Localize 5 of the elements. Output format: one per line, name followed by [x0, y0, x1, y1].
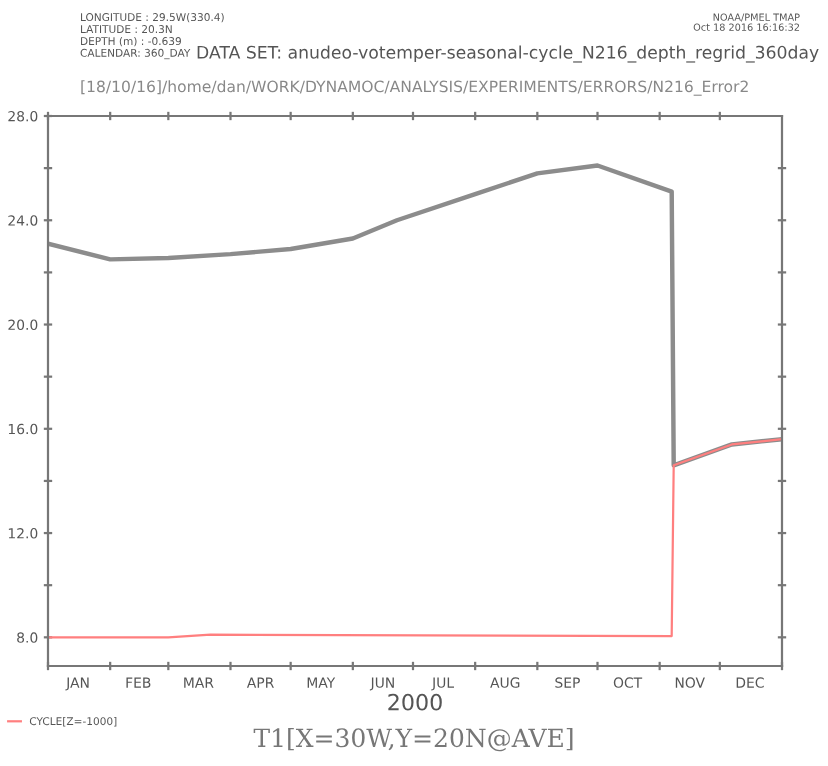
x-axis-title: 2000	[388, 693, 442, 711]
line-series	[48, 163, 782, 468]
text: T1[X=30W,Y=20N@AVE]	[253, 727, 573, 752]
chart-title: DATA SET: anudeo-votemper-seasonal-cycle_N216_depth_regrid_360day	[197, 45, 819, 63]
line-series	[48, 438, 782, 639]
